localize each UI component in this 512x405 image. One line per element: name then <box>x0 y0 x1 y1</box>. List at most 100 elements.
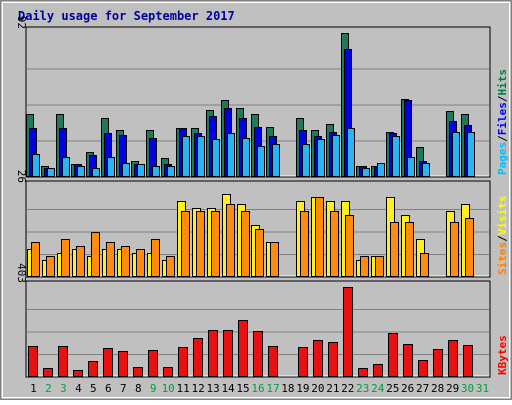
bar-sites-day-6 <box>106 242 115 277</box>
bar-sites-day-25 <box>390 222 399 277</box>
legend-separator: / <box>496 235 509 242</box>
bar-sites-day-11 <box>181 211 190 277</box>
x-tick-label-27: 27 <box>416 382 429 395</box>
bar-sites-day-13 <box>211 211 220 277</box>
legend-visits: Visits <box>496 196 509 236</box>
bar-kbytes-day-16 <box>253 331 263 377</box>
bar-pages-day-19 <box>302 144 310 177</box>
bar-pages-day-23 <box>362 168 370 177</box>
bar-kbytes-day-30 <box>463 345 473 377</box>
bar-pages-day-15 <box>242 138 250 177</box>
bar-sites-day-1 <box>31 242 40 277</box>
x-tick-label-5: 5 <box>90 382 97 395</box>
bar-sites-day-24 <box>375 256 384 277</box>
bar-kbytes-day-26 <box>403 344 413 377</box>
bar-sites-day-4 <box>76 246 85 277</box>
x-tick-label-3: 3 <box>60 382 67 395</box>
bar-kbytes-day-22 <box>343 287 353 377</box>
bar-sites-day-27 <box>420 253 429 277</box>
bar-kbytes-day-9 <box>148 350 158 377</box>
x-axis-labels: 1 2 3 4 5 6 7 8 9 10 11 12 13 14 15 16 17 18 19 20 21 22 23 24 2… <box>30 382 489 395</box>
x-tick-label-19: 19 <box>296 382 309 395</box>
bar-kbytes-day-11 <box>178 347 188 377</box>
bar-pages-day-6 <box>107 157 115 177</box>
x-tick-label-9: 9 <box>150 382 157 395</box>
bar-kbytes-day-12 <box>193 338 203 377</box>
axis-max-label: 403 <box>15 263 28 283</box>
bar-pages-day-5 <box>92 168 100 177</box>
x-tick-label-26: 26 <box>401 382 414 395</box>
bar-sites-day-16 <box>255 229 264 277</box>
bar-sites-day-23 <box>360 256 369 277</box>
x-tick-label-31: 31 <box>476 382 489 395</box>
bar-pages-day-1 <box>32 154 40 177</box>
bar-kbytes-day-8 <box>133 367 143 377</box>
bar-kbytes-day-5 <box>88 361 98 377</box>
bar-pages-day-7 <box>122 163 130 177</box>
bar-pages-day-29 <box>452 132 460 177</box>
bar-kbytes-day-19 <box>298 347 308 377</box>
x-tick-label-15: 15 <box>236 382 249 395</box>
bar-pages-day-24 <box>377 163 385 177</box>
bar-sites-day-12 <box>196 211 205 277</box>
legend-pages: Pages <box>496 142 509 175</box>
bar-pages-day-22 <box>347 128 355 177</box>
x-tick-label-2: 2 <box>45 382 52 395</box>
bar-pages-day-11 <box>182 136 190 177</box>
bar-kbytes-day-27 <box>418 360 428 377</box>
axis-legend: KBytes <box>496 335 509 375</box>
bar-kbytes-day-2 <box>43 368 53 377</box>
bar-sites-day-5 <box>91 232 100 277</box>
bar-pages-day-27 <box>422 163 430 177</box>
bar-pages-day-9 <box>152 166 160 177</box>
bar-sites-day-21 <box>330 211 339 277</box>
bar-kbytes-day-17 <box>268 346 278 377</box>
x-tick-label-10: 10 <box>162 382 175 395</box>
chart-title: Daily usage for September 2017 <box>18 9 235 23</box>
bar-kbytes-day-13 <box>208 330 218 377</box>
x-tick-label-18: 18 <box>281 382 294 395</box>
bar-sites-day-17 <box>270 242 279 277</box>
panel-visits: 26 Sites/Visits <box>15 170 509 278</box>
bar-pages-day-14 <box>227 133 235 177</box>
bar-kbytes-day-25 <box>388 333 398 377</box>
bar-sites-day-3 <box>61 239 70 277</box>
bar-kbytes-day-4 <box>73 370 83 377</box>
x-tick-label-1: 1 <box>30 382 37 395</box>
x-tick-label-7: 7 <box>120 382 127 395</box>
bar-kbytes-day-1 <box>28 346 38 377</box>
bar-pages-day-2 <box>47 168 55 177</box>
panel-kbytes: 403 KBytes <box>15 263 509 378</box>
bar-kbytes-day-7 <box>118 351 128 377</box>
legend-files: Files <box>496 102 509 135</box>
bar-kbytes-day-23 <box>358 368 368 377</box>
bar-sites-day-19 <box>300 211 309 277</box>
bar-kbytes-day-21 <box>328 342 338 377</box>
bar-kbytes-day-24 <box>373 364 383 377</box>
bar-pages-day-30 <box>467 132 475 177</box>
bar-sites-day-20 <box>315 197 324 277</box>
x-tick-label-21: 21 <box>326 382 339 395</box>
x-tick-label-13: 13 <box>206 382 219 395</box>
bar-pages-day-12 <box>197 136 205 177</box>
bar-sites-day-22 <box>345 215 354 277</box>
axis-max-label: 92 <box>15 16 28 29</box>
bar-pages-day-16 <box>257 146 265 177</box>
bar-sites-day-9 <box>151 239 160 277</box>
legend-sites: Sites <box>496 242 509 275</box>
bar-kbytes-day-10 <box>163 367 173 377</box>
bar-kbytes-day-15 <box>238 320 248 377</box>
bar-sites-day-14 <box>226 204 235 277</box>
bar-pages-day-20 <box>317 139 325 177</box>
bar-pages-day-8 <box>137 164 145 177</box>
bar-sites-day-26 <box>405 222 414 277</box>
bar-sites-day-10 <box>166 256 175 277</box>
bar-sites-day-8 <box>136 249 145 277</box>
x-tick-label-23: 23 <box>356 382 369 395</box>
bar-pages-day-21 <box>332 135 340 177</box>
bar-pages-day-4 <box>77 166 85 177</box>
bar-kbytes-day-20 <box>313 340 323 377</box>
x-tick-label-24: 24 <box>371 382 385 395</box>
bar-pages-day-17 <box>272 144 280 177</box>
axis-legend: Pages/Files/Hits <box>496 69 509 175</box>
